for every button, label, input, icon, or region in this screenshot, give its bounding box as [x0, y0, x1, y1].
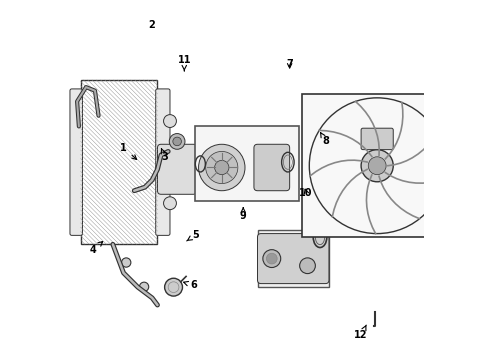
Text: 1: 1: [121, 143, 137, 159]
Text: 10: 10: [299, 188, 313, 198]
Circle shape: [198, 144, 245, 191]
Circle shape: [300, 258, 316, 274]
Circle shape: [169, 134, 185, 149]
FancyBboxPatch shape: [361, 128, 393, 150]
Circle shape: [140, 282, 149, 292]
Circle shape: [361, 150, 393, 182]
Circle shape: [164, 114, 176, 127]
Text: 8: 8: [320, 132, 329, 146]
FancyBboxPatch shape: [156, 89, 170, 235]
Text: 2: 2: [149, 19, 155, 30]
Bar: [302, 94, 452, 237]
Circle shape: [263, 249, 281, 267]
FancyBboxPatch shape: [157, 144, 197, 194]
Text: 4: 4: [90, 242, 102, 255]
Text: 12: 12: [354, 325, 368, 341]
Bar: [258, 230, 329, 287]
Text: 5: 5: [187, 230, 198, 241]
FancyBboxPatch shape: [70, 89, 82, 235]
Circle shape: [267, 253, 277, 264]
Bar: [195, 126, 298, 202]
Circle shape: [164, 197, 176, 210]
Circle shape: [206, 152, 238, 184]
FancyBboxPatch shape: [258, 234, 329, 284]
Circle shape: [165, 278, 182, 296]
Circle shape: [122, 258, 131, 267]
Text: 3: 3: [161, 149, 168, 162]
Bar: [81, 80, 157, 244]
Circle shape: [215, 160, 229, 175]
FancyBboxPatch shape: [254, 144, 290, 191]
Circle shape: [173, 137, 181, 146]
Circle shape: [368, 157, 386, 175]
Text: 9: 9: [240, 208, 246, 221]
Text: 11: 11: [177, 55, 191, 71]
Text: 6: 6: [184, 280, 197, 291]
Text: 7: 7: [286, 59, 293, 69]
